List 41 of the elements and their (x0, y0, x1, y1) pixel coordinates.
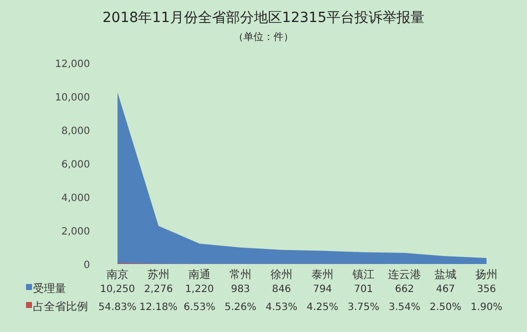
data-label: 4.53% (266, 302, 298, 313)
y-tick-label: 6,000 (61, 160, 90, 170)
x-tick-label: 南通 (188, 268, 210, 281)
data-label: 356 (476, 284, 496, 295)
x-tick-label: 盐城 (434, 268, 456, 281)
x-tick-label: 徐州 (270, 268, 292, 281)
y-tick-label: 12,000 (55, 59, 90, 70)
data-label: 54.83% (98, 302, 137, 313)
data-label: 10,250 (100, 284, 135, 295)
y-tick-label: 2,000 (61, 226, 90, 238)
x-tick-label: 苏州 (148, 268, 170, 281)
data-label: 846 (272, 284, 292, 295)
data-label: 2.50% (430, 302, 462, 313)
data-label: 4.25% (306, 302, 338, 313)
x-tick-label: 泰州 (312, 268, 334, 281)
x-tick-label: 连云港 (388, 268, 421, 281)
data-label: 3.75% (348, 302, 380, 313)
data-label: 983 (230, 284, 250, 295)
data-label: 5.26% (224, 302, 256, 313)
data-label: 794 (312, 284, 332, 295)
legend-label: 受理量 (33, 282, 66, 295)
y-tick-label: 10,000 (55, 92, 90, 104)
data-label: 1.90% (470, 302, 502, 313)
data-label: 662 (394, 284, 414, 295)
y-tick-label: 4,000 (61, 193, 90, 204)
chart-subtitle: （单位：件） (234, 31, 294, 43)
x-tick-label: 南京 (106, 268, 128, 281)
data-label: 2,276 (144, 284, 173, 295)
legend-label: 占全省比例 (33, 300, 88, 313)
y-tick-label: 0 (84, 260, 90, 271)
data-label: 12.18% (139, 302, 178, 313)
chart-title: 2018年11月份全省部分地区12315平台投诉举报量 (102, 10, 424, 26)
data-label: 1,220 (185, 284, 214, 295)
data-label: 6.53% (184, 302, 216, 313)
y-tick-label: 8,000 (61, 126, 90, 137)
x-tick-label: 镇江 (352, 268, 374, 281)
x-tick-label: 常州 (230, 268, 252, 281)
data-label: 467 (436, 284, 456, 295)
x-tick-label: 扬州 (476, 268, 498, 281)
data-label: 701 (354, 284, 374, 295)
data-label: 3.54% (388, 302, 420, 313)
